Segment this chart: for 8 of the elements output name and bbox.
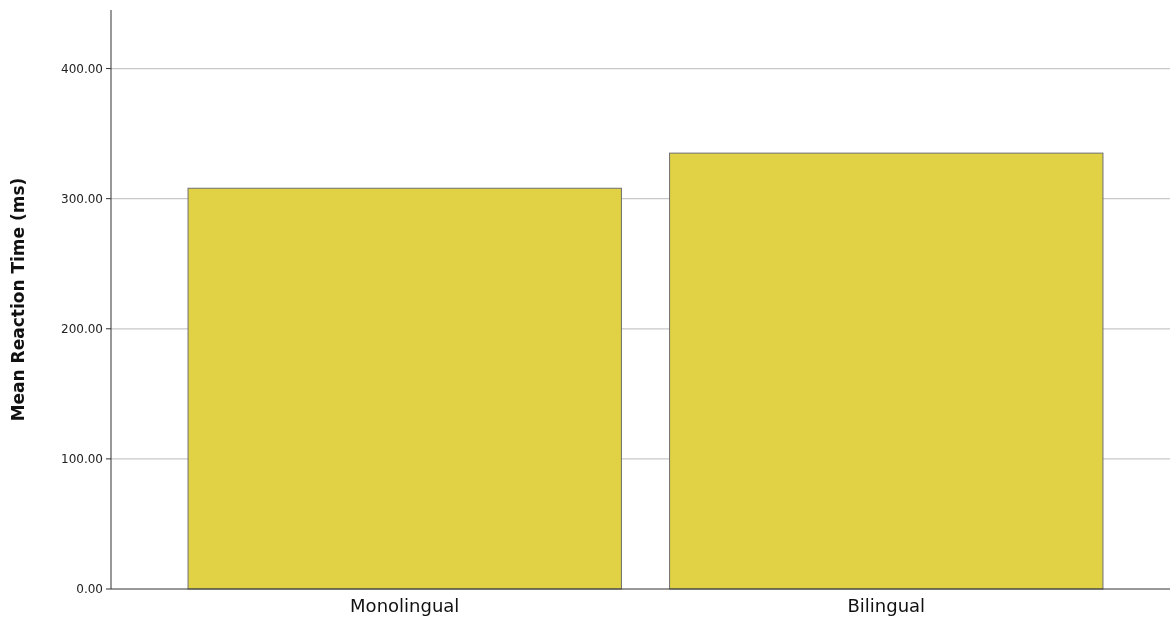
y-axis-title: Mean Reaction Time (ms) (8, 177, 28, 422)
y-tick-label: 300.00 (61, 191, 103, 206)
x-tick-label: Bilingual (847, 595, 926, 616)
x-tick-label: Monolingual (350, 595, 460, 616)
y-tick-label: 0.00 (76, 582, 103, 597)
y-tick-label: 100.00 (61, 452, 103, 467)
y-tick-label: 200.00 (61, 321, 103, 336)
y-tick-label: 400.00 (61, 61, 103, 76)
